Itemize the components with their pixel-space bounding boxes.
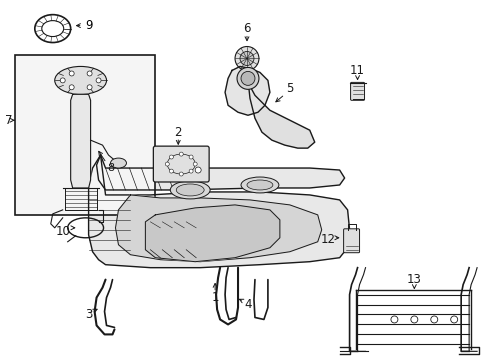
Ellipse shape — [241, 177, 278, 193]
Circle shape — [169, 155, 173, 159]
Circle shape — [69, 85, 74, 90]
Circle shape — [189, 155, 193, 159]
Circle shape — [189, 169, 193, 173]
Ellipse shape — [240, 51, 253, 66]
Text: 4: 4 — [244, 298, 251, 311]
Ellipse shape — [235, 46, 259, 71]
Ellipse shape — [110, 158, 126, 168]
Text: 10: 10 — [55, 225, 70, 238]
Text: 8: 8 — [107, 163, 114, 173]
Circle shape — [193, 162, 197, 166]
Circle shape — [195, 167, 201, 173]
Circle shape — [69, 71, 74, 76]
Polygon shape — [88, 155, 349, 268]
Polygon shape — [96, 155, 344, 190]
Text: 5: 5 — [285, 82, 293, 95]
Circle shape — [96, 78, 101, 83]
Text: 12: 12 — [320, 233, 334, 246]
Circle shape — [87, 85, 92, 90]
Text: 6: 6 — [243, 22, 250, 35]
FancyBboxPatch shape — [343, 229, 359, 253]
Ellipse shape — [176, 184, 203, 196]
Ellipse shape — [170, 181, 210, 199]
Polygon shape — [71, 94, 90, 188]
Ellipse shape — [55, 67, 106, 94]
Circle shape — [165, 162, 169, 166]
Polygon shape — [224, 67, 269, 115]
Text: 7: 7 — [5, 114, 13, 127]
Circle shape — [60, 78, 65, 83]
Circle shape — [179, 172, 183, 176]
Ellipse shape — [241, 71, 254, 85]
Text: 9: 9 — [85, 19, 92, 32]
FancyBboxPatch shape — [153, 146, 209, 182]
Text: 13: 13 — [406, 273, 421, 286]
Text: 1: 1 — [211, 291, 219, 304]
Text: 11: 11 — [349, 64, 365, 77]
Text: 2: 2 — [174, 126, 182, 139]
Polygon shape — [246, 71, 314, 148]
Polygon shape — [145, 205, 279, 262]
Ellipse shape — [237, 67, 259, 89]
Circle shape — [87, 71, 92, 76]
Circle shape — [179, 152, 183, 156]
Polygon shape — [115, 195, 321, 262]
Ellipse shape — [246, 180, 272, 190]
Bar — [15, 55, 155, 215]
Circle shape — [169, 169, 173, 173]
Text: 3: 3 — [85, 308, 92, 321]
FancyBboxPatch shape — [350, 82, 364, 100]
